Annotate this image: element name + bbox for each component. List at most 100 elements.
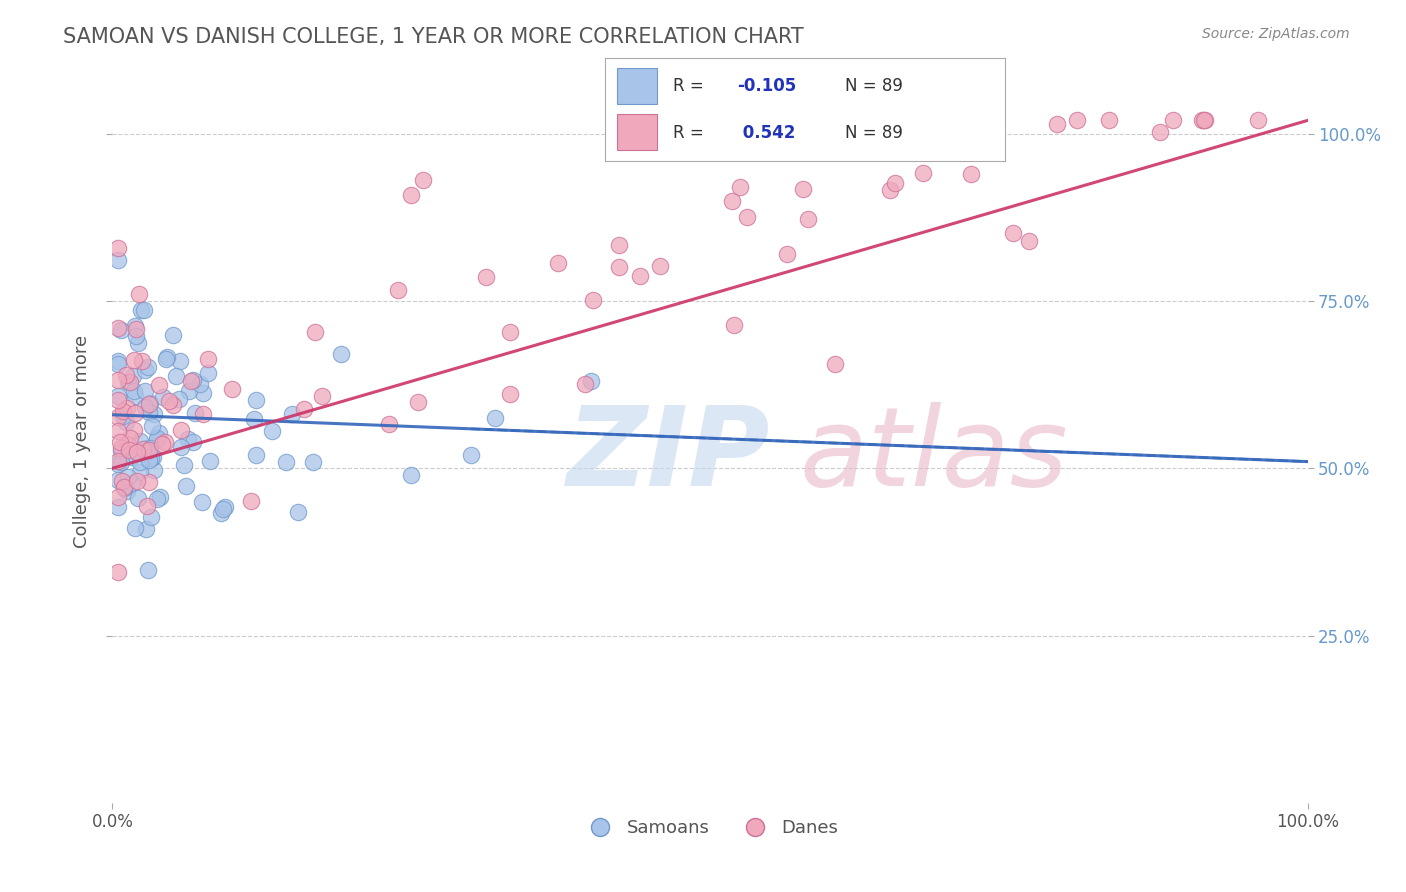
Point [180, 374, 202, 388]
FancyBboxPatch shape [617, 114, 657, 150]
Point [138, 442, 160, 456]
Point [169, 354, 191, 368]
Point [1194, 113, 1216, 128]
Point [142, 407, 165, 421]
Point [128, 286, 150, 301]
Point [1066, 113, 1088, 128]
Point [574, 377, 596, 392]
Point [737, 210, 759, 224]
Point [129, 455, 152, 469]
Point [184, 405, 207, 419]
Point [460, 449, 482, 463]
Point [138, 442, 160, 457]
Point [122, 423, 145, 437]
Point [198, 454, 221, 468]
Point [1002, 226, 1025, 240]
Point [262, 424, 284, 438]
Point [107, 425, 129, 439]
Point [107, 252, 129, 267]
Point [107, 357, 129, 371]
Point [122, 384, 145, 398]
Point [120, 450, 142, 465]
Point [879, 183, 901, 197]
Point [401, 467, 423, 482]
Point [177, 433, 200, 447]
Point [138, 563, 160, 577]
Point [245, 392, 267, 407]
Point [128, 336, 150, 351]
Point [136, 441, 159, 455]
Point [110, 441, 132, 455]
Point [1045, 117, 1067, 131]
Point [134, 384, 156, 398]
Point [107, 373, 129, 387]
Point [245, 448, 267, 462]
Point [117, 469, 139, 483]
Point [124, 319, 146, 334]
Point [107, 454, 129, 468]
Point [145, 492, 167, 507]
Point [243, 412, 266, 426]
Point [117, 437, 139, 451]
Point [240, 494, 263, 508]
Point [141, 418, 163, 433]
Point [221, 382, 243, 396]
Point [1191, 113, 1213, 128]
Point [107, 393, 129, 408]
Point [721, 194, 744, 208]
Point [134, 362, 156, 376]
Point [170, 424, 193, 438]
Point [124, 406, 146, 420]
Point [107, 241, 129, 255]
Point [134, 303, 156, 318]
Point [959, 167, 981, 181]
Point [162, 398, 184, 412]
Text: SAMOAN VS DANISH COLLEGE, 1 YEAR OR MORE CORRELATION CHART: SAMOAN VS DANISH COLLEGE, 1 YEAR OR MORE… [63, 27, 804, 46]
Text: ZIP: ZIP [567, 402, 770, 509]
Point [127, 475, 149, 489]
Point [136, 359, 159, 374]
Point [1247, 113, 1270, 128]
Point [304, 325, 326, 339]
Point [1149, 125, 1171, 139]
Point [107, 473, 129, 487]
Point [107, 389, 129, 403]
Point [111, 474, 134, 488]
Point [377, 417, 399, 432]
Point [107, 409, 129, 424]
Point [139, 509, 162, 524]
Point [170, 441, 193, 455]
Point [408, 395, 430, 409]
Legend: Samoans, Danes: Samoans, Danes [574, 812, 846, 845]
Point [121, 476, 143, 491]
Point [173, 458, 195, 472]
FancyBboxPatch shape [617, 69, 657, 104]
Point [387, 283, 409, 297]
Text: N = 89: N = 89 [845, 124, 903, 142]
Point [209, 506, 232, 520]
Point [135, 522, 157, 536]
Point [499, 325, 522, 339]
Point [484, 411, 506, 425]
Point [107, 565, 129, 579]
Point [153, 435, 176, 450]
Point [211, 502, 233, 516]
Point [131, 353, 153, 368]
Point [124, 521, 146, 535]
Point [127, 445, 149, 459]
Point [141, 450, 163, 465]
Point [107, 353, 129, 368]
Point [129, 302, 152, 317]
Point [108, 435, 131, 450]
Point [142, 450, 165, 464]
Point [124, 389, 146, 403]
Point [110, 444, 132, 458]
Point [703, 143, 725, 157]
Point [1161, 113, 1184, 128]
Point [176, 479, 198, 493]
Text: -0.105: -0.105 [737, 77, 796, 95]
Point [118, 431, 141, 445]
Point [579, 375, 602, 389]
Point [110, 323, 132, 337]
Point [607, 260, 630, 274]
